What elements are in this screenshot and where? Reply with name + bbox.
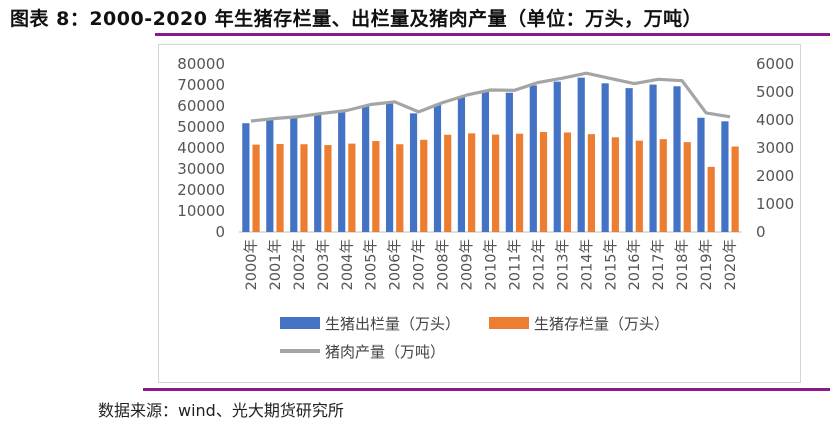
y-left-tick-label: 30000 [177,160,225,178]
x-tick-label: 2014年 [578,239,595,290]
bar-outflow [385,103,394,232]
legend-label-stock: 生猪存栏量（万头） [534,315,669,333]
chart-title: 图表 8：2000-2020 年生猪存栏量、出栏量及猪肉产量（单位：万头，万吨） [10,8,703,30]
legend-swatch-stock [489,317,529,329]
bar-outflow [697,117,705,232]
y-right-tick-label: 4000 [756,111,794,129]
bar-outflow [457,96,466,232]
x-tick-label: 2001年 [267,239,284,290]
x-tick-label: 2002年 [291,239,308,290]
chart-frame: 0 10000 20000 30000 40000 50000 60000 70000 8000… [158,44,801,383]
x-tick-label: 2008年 [435,239,452,290]
y-left-tick-label: 60000 [177,97,225,115]
bar-stock [300,144,308,232]
bar-stock [420,139,428,232]
y-left-tick-label: 10000 [177,202,225,220]
x-tick-label: 2018年 [674,239,691,290]
bar-stock [587,134,596,232]
x-tick-label: 2004年 [339,239,356,290]
x-tick-label: 2011年 [506,239,523,290]
bar-stock [372,141,380,232]
y-right-tick-label: 0 [756,223,766,241]
bar-stock [444,134,452,232]
y-right-tick-label: 5000 [756,83,794,101]
bar-stock [396,144,404,232]
x-tick-label: 2006年 [387,239,404,290]
x-tick-label: 2013年 [554,239,571,290]
y-right-tick-label: 3000 [756,139,794,157]
x-tick-label: 2012年 [530,239,547,290]
bar-outflow [673,86,681,232]
bar-stock [468,133,476,232]
bar-outflow [577,77,585,233]
bar-outflow [290,117,298,232]
bar-stock [515,133,524,232]
bar-outflow [338,111,346,232]
y-left-tick-label: 70000 [177,76,225,94]
bar-stock [276,144,284,232]
x-tick-label: 2007年 [411,239,428,290]
title-divider [155,33,830,36]
bar-outflow [314,115,322,232]
bar-stock [492,134,500,232]
line-pork-production [250,71,731,123]
combo-chart: 0100002000030000400005000060000700008000… [177,55,794,361]
bar-stock [611,137,619,232]
bar-stock [635,140,643,232]
x-tick-label: 2005年 [363,239,380,290]
bar-stock [539,132,548,232]
y-right-tick-label: 6000 [756,55,794,73]
x-tick-label: 2003年 [315,239,332,290]
y-right-tick-label: 1000 [756,195,794,213]
y-right-tick-label: 2000 [756,167,794,185]
bar-outflow [409,113,418,232]
bar-stock [731,146,739,232]
source-note: 数据来源：wind、光大期货研究所 [98,401,344,420]
bar-stock [659,139,667,232]
source-divider [143,388,830,391]
y-left-tick-label: 80000 [177,55,225,73]
x-tick-label: 2000年 [243,239,260,290]
bar-outflow [721,121,729,232]
legend-label-pork: 猪肉产量（万吨） [325,343,445,361]
bar-outflow [625,88,633,233]
bar-stock [324,145,332,232]
bar-stock [252,144,260,232]
bar-outflow [553,81,561,232]
x-tick-label: 2020年 [722,239,739,290]
bar-stock [348,143,356,232]
bar-outflow [481,91,489,233]
x-tick-label: 2017年 [650,239,667,290]
bar-outflow [266,120,274,232]
y-left-tick-label: 0 [215,223,225,241]
y-left-tick-label: 20000 [177,181,225,199]
x-tick-label: 2016年 [626,239,643,290]
bar-outflow [433,103,442,233]
x-tick-label: 2019年 [698,239,715,290]
bar-outflow [362,105,370,232]
y-left-tick-label: 50000 [177,118,225,136]
y-left-tick-label: 40000 [177,139,225,157]
bar-stock [563,132,572,232]
x-tick-label: 2009年 [459,239,476,290]
bar-stock [683,142,691,232]
bar-outflow [601,83,609,232]
bar-outflow [529,85,537,232]
bar-stock [707,166,715,232]
bar-outflow [649,84,657,232]
bar-outflow [242,123,250,232]
x-tick-label: 2010年 [483,239,500,290]
x-tick-label: 2015年 [602,239,619,290]
legend-label-outflow: 生猪出栏量（万头） [325,315,460,333]
bar-outflow [505,92,513,232]
legend-swatch-outflow [280,317,320,329]
